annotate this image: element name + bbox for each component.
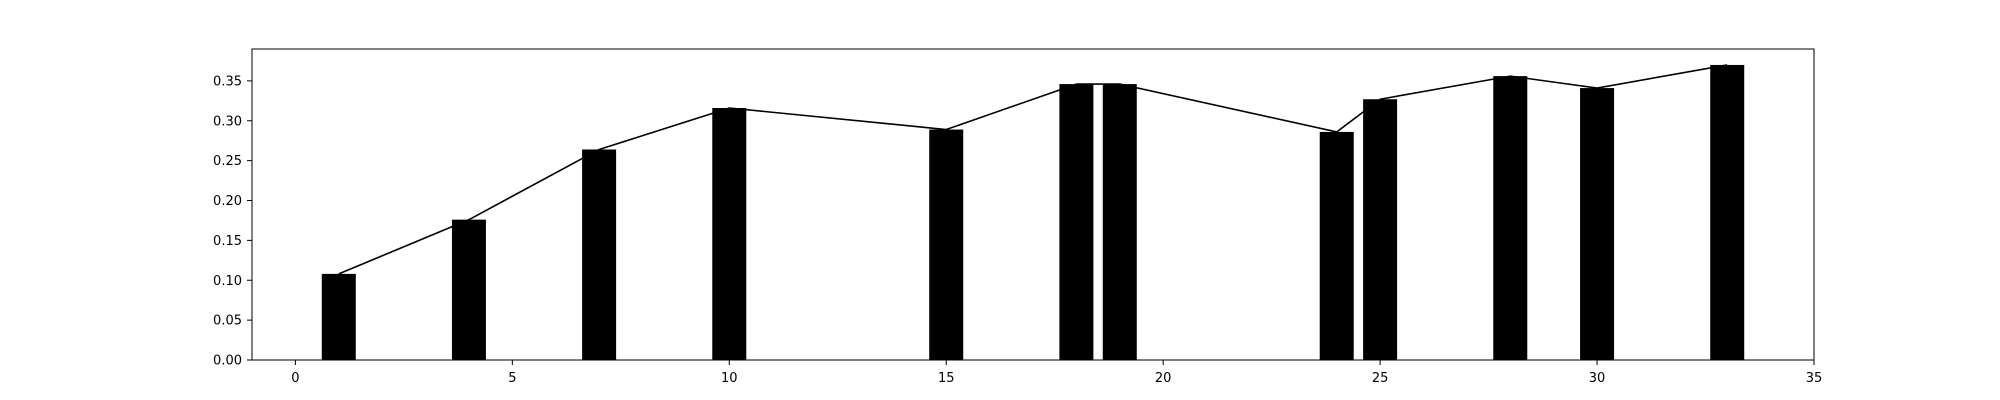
x-tick-label-0: 0 xyxy=(291,371,299,386)
y-tick-label-0: 0.00 xyxy=(213,354,242,369)
x-tick-label-6: 30 xyxy=(1589,371,1606,386)
y-tick-label-2: 0.10 xyxy=(213,274,242,289)
x-tick-label-4: 20 xyxy=(1155,371,1172,386)
x-tick-label-1: 5 xyxy=(508,371,516,386)
x-tick-label-3: 15 xyxy=(938,371,955,386)
y-tick-label-5: 0.25 xyxy=(213,154,242,169)
bar-8 xyxy=(1363,99,1398,361)
plot-frame xyxy=(251,48,1815,361)
y-tick-label-7: 0.35 xyxy=(213,74,242,89)
line-series xyxy=(338,64,1728,275)
y-tick-label-6: 0.30 xyxy=(213,114,242,129)
line-layer xyxy=(338,64,1728,275)
x-tick-label-7: 35 xyxy=(1806,371,1823,386)
y-tick-label-4: 0.20 xyxy=(213,194,242,209)
bar-0 xyxy=(321,273,356,360)
bar-7 xyxy=(1319,131,1354,360)
bar-11 xyxy=(1710,64,1745,360)
x-tick-label-5: 25 xyxy=(1372,371,1389,386)
axes-layer: 0 5 10 15 20 25 30 35 0.00 0.05 0.10 0.15 0.20 0.25 0.… xyxy=(213,48,1823,386)
bar-9 xyxy=(1493,76,1528,361)
bar-6 xyxy=(1102,84,1137,360)
x-tick-label-2: 10 xyxy=(721,371,738,386)
bar-5 xyxy=(1059,84,1094,360)
bar-2 xyxy=(582,149,617,360)
bar-1 xyxy=(451,219,486,360)
y-tick-label-3: 0.15 xyxy=(213,234,242,249)
bar-4 xyxy=(929,129,964,360)
bars-layer xyxy=(321,64,1745,361)
y-tick-label-1: 0.05 xyxy=(213,314,242,329)
bar-10 xyxy=(1580,88,1615,360)
bar-3 xyxy=(712,108,747,360)
